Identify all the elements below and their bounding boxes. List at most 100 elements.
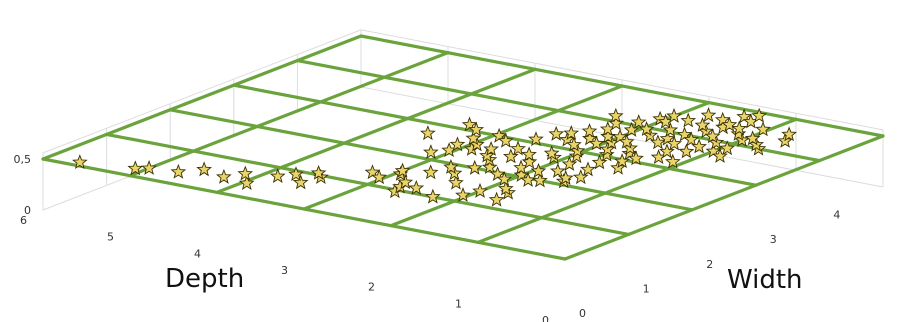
data-point-star	[704, 128, 721, 144]
data-point-star	[422, 144, 439, 160]
x-tick-label: 4	[833, 209, 840, 222]
data-point-star	[662, 121, 679, 137]
data-point-star	[628, 150, 644, 166]
data-point-star	[497, 180, 514, 196]
data-point-star	[170, 163, 187, 179]
data-point-star	[397, 174, 414, 190]
data-point-star	[561, 155, 578, 171]
data-point-star	[371, 169, 388, 185]
data-point-star	[424, 188, 441, 204]
data-point-star	[618, 133, 635, 149]
data-point-star	[623, 121, 640, 137]
data-point-star	[141, 160, 157, 175]
data-point-star	[680, 112, 697, 128]
data-point-star	[419, 125, 436, 141]
y-tick-label: 4	[194, 247, 201, 260]
data-point-star	[614, 153, 630, 169]
plane-gridline-depth	[215, 67, 537, 194]
data-point-star	[666, 107, 682, 123]
data-point-star	[591, 154, 608, 170]
x-tick-label: 1	[643, 282, 650, 295]
data-point-star	[751, 107, 767, 123]
x-axis-label: Width	[727, 265, 803, 295]
y-tick-label: 1	[455, 297, 462, 310]
data-point-star	[572, 169, 589, 185]
data-point-star	[659, 143, 675, 159]
y-tick-label: 2	[368, 281, 375, 294]
data-point-star	[521, 153, 538, 169]
data-point-star	[288, 166, 304, 182]
plane-gridline-depth	[302, 84, 624, 211]
wall-edge	[42, 29, 362, 154]
data-point-star	[468, 121, 485, 137]
data-point-star	[408, 179, 425, 195]
x-tick-label: 3	[770, 233, 777, 246]
data-point-star	[712, 148, 728, 163]
data-point-star	[449, 136, 466, 152]
z-tick-label: 0,5	[14, 153, 32, 166]
y-axis-label: Depth	[165, 264, 244, 294]
data-point-star	[466, 159, 483, 175]
data-point-star	[549, 162, 566, 178]
data-point-star	[215, 168, 232, 184]
grid-plane	[41, 34, 885, 261]
data-point-star	[310, 164, 327, 180]
x-tick-label: 2	[706, 258, 713, 271]
data-point-star	[568, 148, 585, 164]
data-point-star	[422, 164, 439, 180]
data-point-star	[448, 174, 464, 190]
data-point-star	[598, 146, 615, 162]
plane-gridline-depth	[41, 34, 363, 161]
data-point-star	[665, 153, 681, 169]
data-point-star	[443, 159, 459, 174]
data-point-star	[503, 148, 519, 164]
data-point-star	[238, 175, 255, 191]
data-point-star	[719, 140, 736, 156]
data-point-star	[755, 121, 771, 137]
data-point-star	[472, 182, 488, 198]
data-point-star	[607, 107, 624, 123]
data-point-star	[650, 134, 666, 150]
x-tick-label: 0	[579, 307, 586, 320]
data-point-star	[292, 174, 309, 190]
data-point-star	[481, 159, 498, 175]
y-tick-label: 5	[107, 231, 114, 244]
data-point-star	[683, 131, 700, 147]
data-point-star	[394, 162, 411, 178]
data-point-star	[528, 131, 544, 147]
data-point-star	[196, 161, 212, 177]
data-point-star	[465, 130, 482, 146]
data-point-star	[455, 187, 471, 203]
data-point-star	[608, 115, 625, 131]
data-point-star	[127, 160, 144, 176]
data-point-star	[581, 123, 598, 138]
data-point-star	[532, 172, 548, 188]
data-point-star	[237, 165, 254, 181]
data-point-star	[548, 125, 565, 141]
data-point-star	[566, 136, 582, 152]
data-point-star	[483, 140, 500, 156]
data-point-star	[781, 126, 797, 142]
data-point-star	[269, 168, 286, 184]
data-point-star	[497, 132, 514, 148]
data-point-star	[666, 135, 683, 151]
data-point-star	[72, 154, 88, 170]
data-point-star	[744, 130, 761, 146]
data-point-star	[520, 171, 536, 187]
data-point-star	[721, 116, 738, 132]
data-point-star	[530, 162, 547, 178]
data-point-star	[580, 161, 596, 177]
data-point-star	[700, 107, 717, 123]
data-point-star	[694, 117, 711, 133]
data-point-star	[557, 169, 574, 185]
data-point-star	[510, 140, 526, 156]
plane-gridline-depth	[128, 51, 450, 178]
y-tick-label: 3	[281, 264, 288, 277]
data-point-star	[543, 145, 560, 161]
data-points	[72, 107, 797, 207]
data-point-star	[691, 138, 707, 154]
data-point-star	[588, 135, 605, 151]
z-tick-label: 0	[24, 204, 31, 217]
